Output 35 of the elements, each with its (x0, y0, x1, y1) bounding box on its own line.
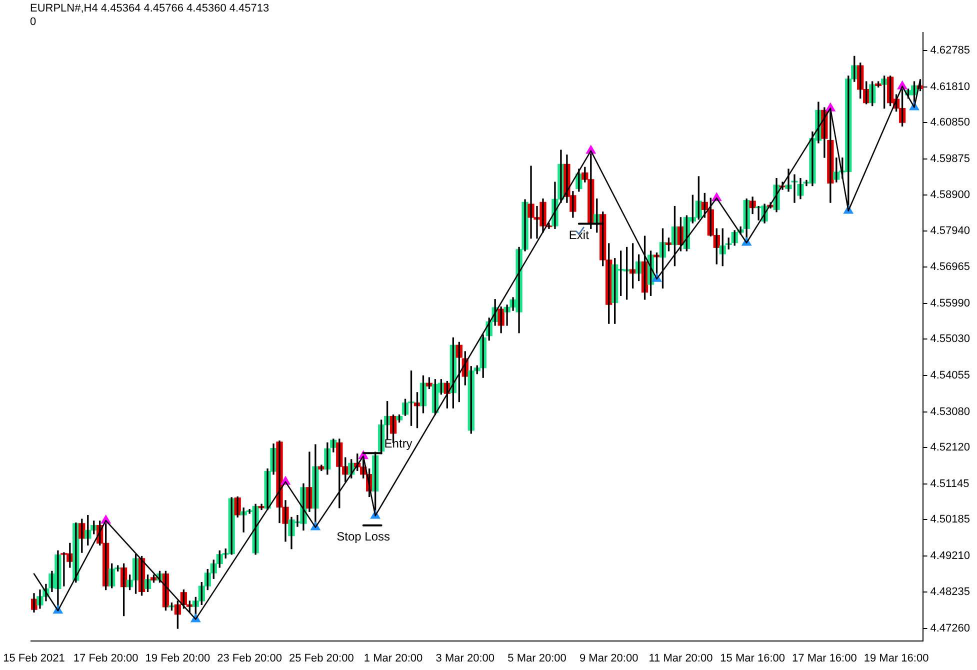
y-tick-label: 4.55990 (930, 297, 970, 310)
x-tick-label: 3 Mar 20:00 (436, 652, 494, 664)
y-tick-label: 4.61810 (930, 80, 970, 93)
series-label: Stop Loss (336, 530, 390, 544)
chart-title: EURPLN#,H4 4.45364 4.45766 4.45360 4.45713 (30, 2, 270, 15)
y-tick-label: 4.57940 (930, 224, 970, 237)
x-tick-label: 15 Feb 2021 (3, 652, 65, 664)
x-tick-label: 11 Mar 20:00 (648, 652, 713, 664)
series-label: Exit (568, 228, 590, 242)
y-tick-label: 4.50185 (930, 514, 970, 526)
x-tick-label: 25 Feb 20:00 (289, 652, 354, 664)
y-tick-label: 4.51145 (930, 478, 970, 490)
y-tick-label: 4.62785 (930, 44, 970, 56)
y-tick-label: 4.60850 (930, 116, 970, 129)
x-tick-label: 17 Mar 16:00 (792, 652, 857, 664)
x-tick-label: 19 Mar 16:00 (864, 652, 929, 664)
chart-subtitle: 0 (30, 16, 36, 28)
y-tick-label: 4.55030 (930, 333, 970, 346)
y-tick-label: 4.47260 (930, 622, 970, 635)
y-tick-label: 4.48235 (930, 586, 970, 598)
y-tick-label: 4.49210 (930, 550, 970, 562)
y-tick-label: 4.56965 (930, 261, 970, 274)
y-tick-label: 4.52120 (930, 442, 970, 454)
x-tick-label: 23 Feb 20:00 (217, 652, 282, 664)
x-tick-label: 17 Feb 20:00 (73, 652, 138, 664)
x-tick-label: 9 Mar 20:00 (580, 652, 638, 664)
y-tick-label: 4.53080 (930, 406, 970, 418)
y-tick-label: 4.58900 (930, 189, 970, 202)
x-tick-label: 1 Mar 20:00 (364, 652, 423, 664)
y-tick-label: 4.54055 (930, 370, 970, 382)
x-tick-label: 19 Feb 20:00 (145, 652, 210, 664)
series-label: Entry (384, 436, 412, 450)
y-tick-label: 4.59875 (930, 152, 970, 165)
x-tick-label: 5 Mar 20:00 (508, 652, 566, 664)
x-tick-label: 15 Mar 16:00 (720, 652, 785, 664)
